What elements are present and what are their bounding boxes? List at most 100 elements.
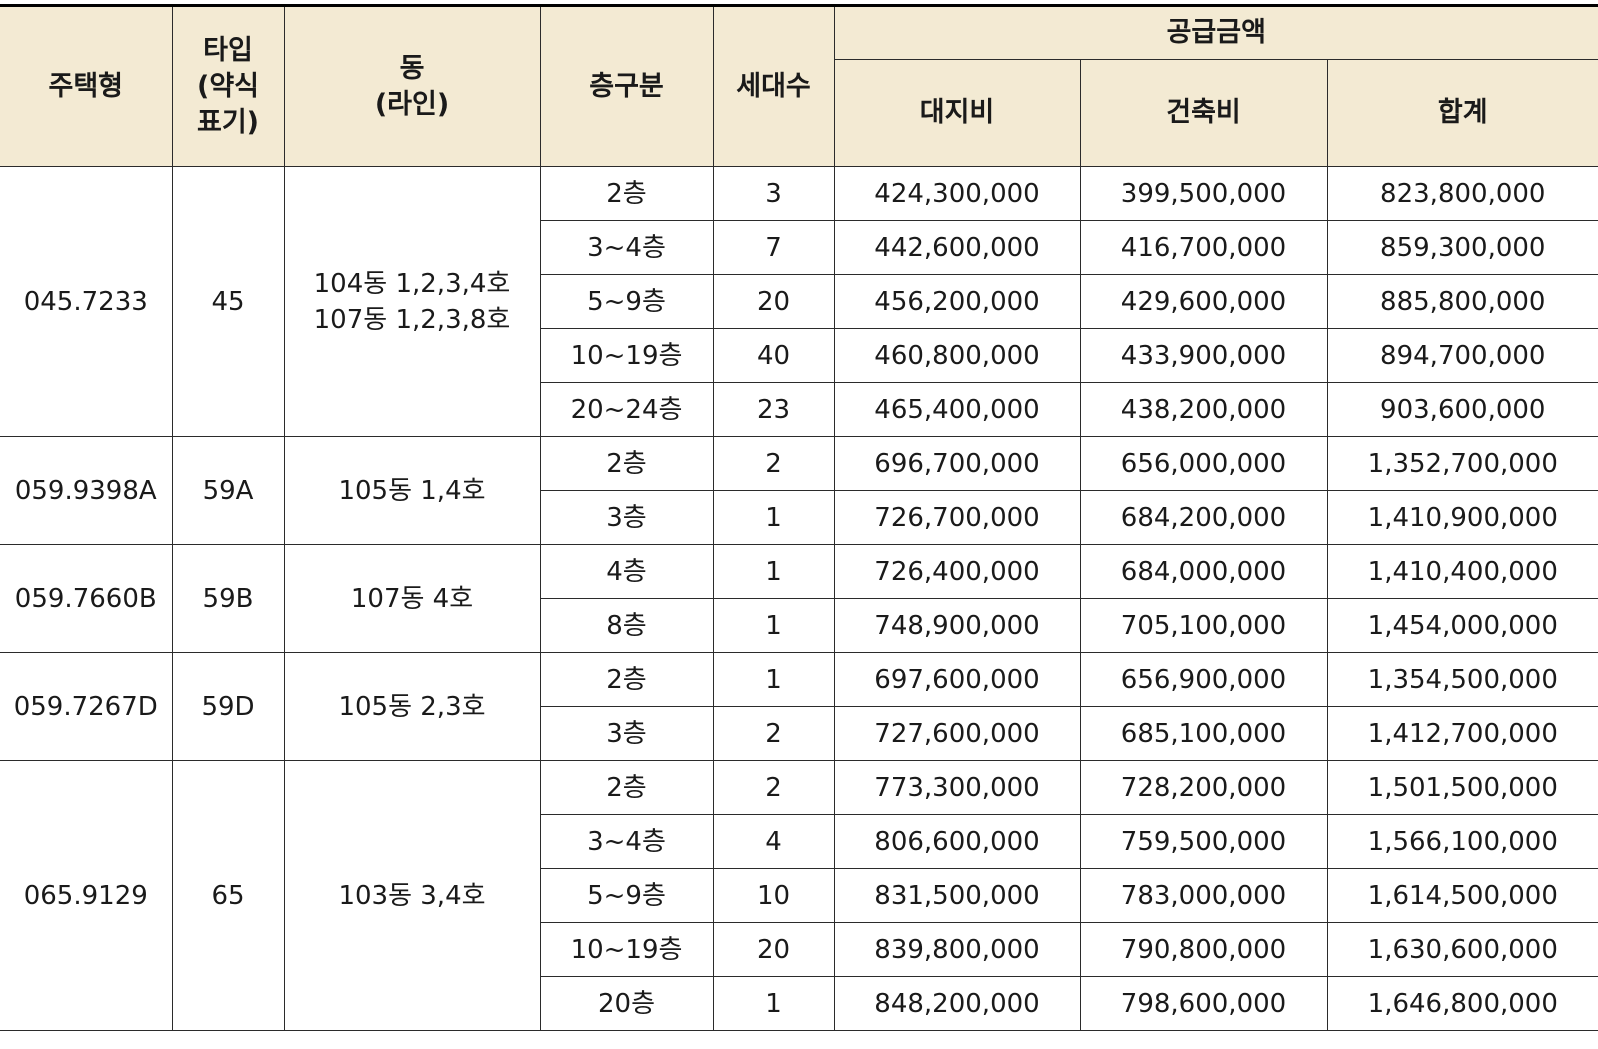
total-price-cell: 1,352,700,000 bbox=[1326, 436, 1598, 491]
floor-cell: 3~4층 bbox=[540, 220, 714, 275]
type-abbr-cell: 59A bbox=[171, 436, 285, 545]
floor-cell: 3층 bbox=[540, 490, 714, 545]
households-cell: 1 bbox=[712, 652, 835, 707]
land-price-cell: 839,800,000 bbox=[833, 922, 1081, 977]
households-cell: 20 bbox=[712, 922, 835, 977]
total-price-cell: 859,300,000 bbox=[1326, 220, 1598, 275]
table-body: 045.7233 45 104동 1,2,3,4호 107동 1,2,3,8호 2층 3… bbox=[0, 166, 1598, 1031]
total-price-cell: 1,410,900,000 bbox=[1326, 490, 1598, 545]
header-type-size: 주택형 bbox=[0, 5, 173, 167]
floor-cell: 4층 bbox=[539, 544, 714, 599]
households-cell: 1 bbox=[712, 490, 835, 545]
building-price-cell: 783,000,000 bbox=[1079, 868, 1328, 923]
households-cell: 2 bbox=[712, 436, 835, 491]
type-abbr-cell: 45 bbox=[171, 166, 285, 437]
table-row: 059.7267D 59D 105동 2,3호 2층 1 697,600,000 656,9… bbox=[0, 652, 1598, 761]
households-cell: 2 bbox=[712, 706, 835, 761]
land-price-cell: 773,300,000 bbox=[833, 760, 1081, 815]
table-row: 059.7660B 59B 107동 4호 4층 1 726,400,000 684,000… bbox=[0, 544, 1598, 653]
type-abbr-cell: 59B bbox=[171, 544, 285, 653]
building-price-cell: 790,800,000 bbox=[1079, 922, 1328, 977]
households-cell: 1 bbox=[712, 598, 835, 653]
table-header: 주택형 타입 (약식 표기) 동 (라인) 층구분 세대수 공급금액 대지비 건… bbox=[0, 5, 1598, 167]
floor-cell: 3~4층 bbox=[540, 814, 714, 869]
land-price-cell: 831,500,000 bbox=[833, 868, 1081, 923]
table-row: 20층 1 848,200,000 798,600,000 1,646,800,000 bbox=[0, 976, 1598, 1031]
floor-cell: 5~9층 bbox=[540, 868, 714, 923]
header-households: 세대수 bbox=[712, 5, 835, 167]
table-row: 10~19층 20 839,800,000 790,800,000 1,630,600,… bbox=[0, 922, 1598, 977]
total-price-cell: 1,501,500,000 bbox=[1326, 760, 1598, 815]
building-price-cell: 656,900,000 bbox=[1079, 652, 1328, 707]
supply-price-table: 주택형 타입 (약식 표기) 동 (라인) 층구분 세대수 공급금액 대지비 건… bbox=[0, 4, 1598, 1031]
building-price-cell: 438,200,000 bbox=[1079, 382, 1328, 437]
total-price-cell: 1,566,100,000 bbox=[1326, 814, 1598, 869]
table-row: 5~9층 10 831,500,000 783,000,000 1,614,500,00… bbox=[0, 868, 1598, 923]
floor-cell: 10~19층 bbox=[540, 328, 714, 383]
total-price-cell: 1,614,500,000 bbox=[1326, 868, 1598, 923]
households-cell: 4 bbox=[712, 814, 835, 869]
land-price-cell: 460,800,000 bbox=[833, 328, 1081, 383]
table-row: 059.9398A 59A 105동 1,4호 2층 2 696,700,000 656,0… bbox=[0, 436, 1598, 545]
table-row: 3~4층 7 442,600,000 416,700,000 859,300,000 bbox=[0, 220, 1598, 275]
households-cell: 23 bbox=[712, 382, 835, 437]
households-cell: 1 bbox=[712, 544, 835, 599]
building-price-cell: 429,600,000 bbox=[1079, 274, 1328, 329]
total-price-cell: 1,354,500,000 bbox=[1326, 652, 1598, 707]
header-supply-price: 공급금액 bbox=[833, 5, 1598, 60]
floor-cell: 8층 bbox=[540, 598, 714, 653]
building-price-cell: 656,000,000 bbox=[1079, 436, 1328, 491]
type-size-cell: 045.7233 bbox=[0, 166, 173, 437]
table-row: 045.7233 45 104동 1,2,3,4호 107동 1,2,3,8호 2층 3… bbox=[0, 166, 1598, 437]
header-type-abbr: 타입 (약식 표기) bbox=[171, 5, 285, 167]
type-size-cell: 059.7660B bbox=[0, 544, 173, 653]
dong-cell: 105동 2,3호 bbox=[283, 652, 541, 761]
land-price-cell: 465,400,000 bbox=[833, 382, 1081, 437]
total-price-cell: 1,412,700,000 bbox=[1326, 706, 1598, 761]
building-price-cell: 433,900,000 bbox=[1079, 328, 1328, 383]
header-building: 건축비 bbox=[1079, 59, 1328, 167]
building-price-cell: 684,000,000 bbox=[1079, 544, 1328, 599]
table-row: 10~19층 40 460,800,000 433,900,000 894,700,00… bbox=[0, 328, 1598, 383]
total-price-cell: 903,600,000 bbox=[1326, 382, 1598, 437]
dong-cell: 103동 3,4호 bbox=[283, 760, 541, 1031]
households-cell: 1 bbox=[712, 976, 835, 1031]
floor-cell: 10~19층 bbox=[540, 922, 714, 977]
table-row: 3~4층 4 806,600,000 759,500,000 1,566,100,000 bbox=[0, 814, 1598, 869]
floor-cell: 2층 bbox=[539, 166, 714, 221]
building-price-cell: 685,100,000 bbox=[1079, 706, 1328, 761]
building-price-cell: 684,200,000 bbox=[1079, 490, 1328, 545]
households-cell: 7 bbox=[712, 220, 835, 275]
dong-cell: 107동 4호 bbox=[283, 544, 541, 653]
floor-cell: 2층 bbox=[539, 760, 714, 815]
dong-cell: 104동 1,2,3,4호 107동 1,2,3,8호 bbox=[283, 166, 541, 437]
floor-cell: 2층 bbox=[539, 436, 714, 491]
floor-cell: 20~24층 bbox=[540, 382, 714, 437]
land-price-cell: 806,600,000 bbox=[833, 814, 1081, 869]
building-price-cell: 728,200,000 bbox=[1079, 760, 1328, 815]
total-price-cell: 1,646,800,000 bbox=[1326, 976, 1598, 1031]
total-price-cell: 1,410,400,000 bbox=[1326, 544, 1598, 599]
type-abbr-cell: 59D bbox=[171, 652, 285, 761]
land-price-cell: 848,200,000 bbox=[833, 976, 1081, 1031]
type-abbr-cell: 65 bbox=[171, 760, 285, 1031]
table-row: 20~24층 23 465,400,000 438,200,000 903,600,00… bbox=[0, 382, 1598, 437]
households-cell: 10 bbox=[712, 868, 835, 923]
households-cell: 40 bbox=[712, 328, 835, 383]
header-floor: 층구분 bbox=[539, 5, 714, 167]
type-size-cell: 065.9129 bbox=[0, 760, 173, 1031]
total-price-cell: 894,700,000 bbox=[1326, 328, 1598, 383]
floor-cell: 5~9층 bbox=[540, 274, 714, 329]
header-land: 대지비 bbox=[834, 59, 1081, 167]
land-price-cell: 442,600,000 bbox=[833, 220, 1081, 275]
households-cell: 2 bbox=[712, 760, 835, 815]
total-price-cell: 885,800,000 bbox=[1326, 274, 1598, 329]
header-total: 합계 bbox=[1326, 59, 1598, 167]
households-cell: 3 bbox=[712, 166, 835, 221]
table-row: 5~9층 20 456,200,000 429,600,000 885,800,000 bbox=[0, 274, 1598, 329]
building-price-cell: 759,500,000 bbox=[1079, 814, 1328, 869]
land-price-cell: 424,300,000 bbox=[833, 166, 1081, 221]
land-price-cell: 726,700,000 bbox=[833, 490, 1081, 545]
floor-cell: 2층 bbox=[539, 652, 714, 707]
dong-cell: 105동 1,4호 bbox=[283, 436, 541, 545]
